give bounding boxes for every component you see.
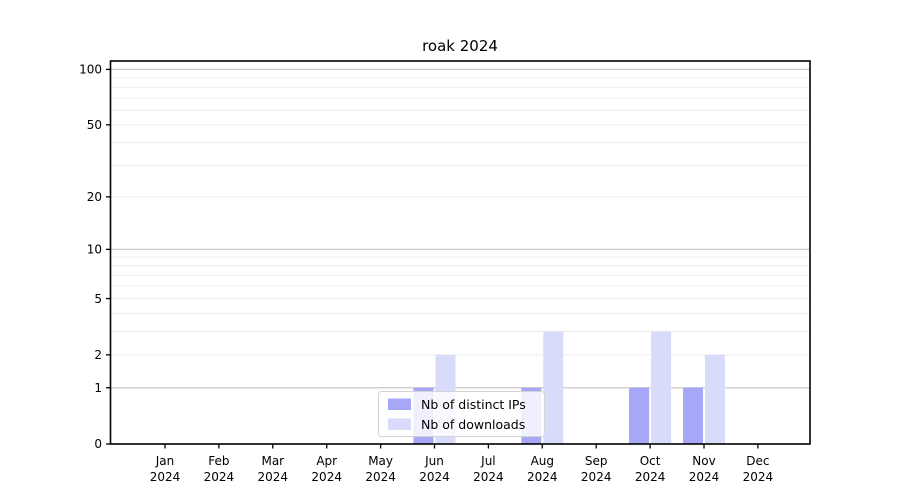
- plot-frame: [109, 60, 811, 445]
- major-gridlines: [110, 68, 810, 389]
- chart-title: roak 2024: [422, 37, 498, 55]
- x-axis-labels: Jan 2024 Feb 2024 Mar 2024 Apr 2024 May 2024 Jun 20…: [150, 454, 773, 484]
- y-tick-label: 0: [94, 437, 102, 451]
- legend-label-0: Nb of distinct IPs: [421, 397, 526, 412]
- x-tick-label-year: 2024: [581, 470, 612, 484]
- legend: Nb of distinct IPs Nb of downloads: [378, 391, 545, 437]
- y-tick-label: 1: [94, 381, 102, 395]
- x-tick-label-month: Feb: [208, 454, 229, 468]
- x-tick-label-month: Sep: [585, 454, 608, 468]
- axis-ticks: [106, 68, 759, 449]
- x-tick-label-year: 2024: [419, 470, 450, 484]
- x-tick-label-month: May: [368, 454, 393, 468]
- legend-box: [378, 391, 545, 437]
- x-tick-label-year: 2024: [635, 470, 666, 484]
- x-tick-label-month: Jul: [480, 454, 495, 468]
- x-tick-label-year: 2024: [689, 470, 720, 484]
- legend-label-1: Nb of downloads: [421, 417, 525, 432]
- x-tick-label-month: Mar: [261, 454, 284, 468]
- bar-downloads-oct: [651, 331, 672, 444]
- bar-distinct-ips-nov: [683, 387, 703, 444]
- x-tick-label-month: Nov: [692, 454, 715, 468]
- legend-swatch-0: [388, 398, 411, 410]
- minor-gridlines: [110, 77, 810, 356]
- x-tick-label-month: Apr: [316, 454, 337, 468]
- y-tick-label: 50: [87, 118, 102, 132]
- x-tick-label-year: 2024: [473, 470, 504, 484]
- x-tick-label-year: 2024: [743, 470, 774, 484]
- y-tick-label: 100: [79, 63, 102, 77]
- x-tick-label-month: Aug: [531, 454, 554, 468]
- bar-distinct-ips-oct: [629, 387, 650, 444]
- y-tick-label: 5: [94, 292, 102, 306]
- y-tick-label: 2: [94, 348, 102, 362]
- bar-downloads-aug: [543, 331, 564, 444]
- y-tick-label: 10: [87, 243, 102, 257]
- x-tick-label-month: Dec: [746, 454, 769, 468]
- x-tick-label-year: 2024: [150, 470, 181, 484]
- legend-swatch-1: [388, 418, 411, 430]
- y-tick-label: 20: [87, 190, 102, 204]
- x-tick-label-month: Jan: [155, 454, 175, 468]
- x-tick-label-month: Oct: [640, 454, 661, 468]
- x-tick-label-year: 2024: [365, 470, 396, 484]
- x-tick-label-month: Jun: [424, 454, 444, 468]
- x-tick-label-year: 2024: [258, 470, 289, 484]
- x-tick-label-year: 2024: [204, 470, 235, 484]
- x-tick-label-year: 2024: [527, 470, 558, 484]
- y-axis-labels: 0 1 2 5 10 20 50 100: [79, 63, 102, 452]
- bar-downloads-nov: [705, 354, 725, 444]
- x-tick-label-year: 2024: [311, 470, 342, 484]
